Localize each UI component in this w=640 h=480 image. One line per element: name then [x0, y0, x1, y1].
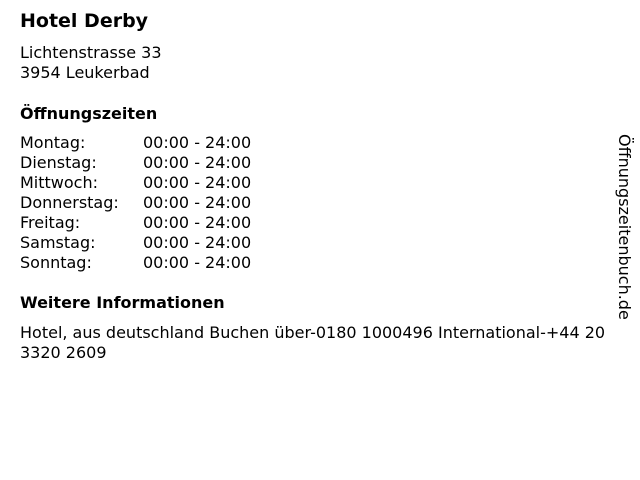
time-range: 00:00 - 24:00: [143, 133, 252, 152]
address: Lichtenstrasse 33 3954 Leukerbad: [20, 43, 162, 83]
hours-row-monday: Montag: 00:00 - 24:00: [20, 133, 251, 153]
time-range: 00:00 - 24:00: [143, 233, 252, 252]
hours-row-wednesday: Mittwoch: 00:00 - 24:00: [20, 173, 251, 193]
opening-hours-table: Montag: 00:00 - 24:00 Dienstag: 00:00 - 24…: [20, 133, 251, 273]
address-city: 3954 Leukerbad: [20, 63, 150, 82]
watermark-text: Öffnungszeitenbuch.de: [615, 134, 634, 320]
time-range: 00:00 - 24:00: [143, 213, 252, 232]
opening-hours-heading: Öffnungszeiten: [20, 104, 158, 123]
time-range: 00:00 - 24:00: [143, 153, 252, 172]
day-label: Donnerstag:: [20, 193, 119, 212]
day-label: Freitag:: [20, 213, 81, 232]
more-info-heading: Weitere Informationen: [20, 293, 225, 312]
day-label: Samstag:: [20, 233, 96, 252]
more-info-text: Hotel, aus deutschland Buchen über-0180 …: [20, 323, 606, 362]
day-label: Dienstag:: [20, 153, 97, 172]
day-label: Montag:: [20, 133, 86, 152]
time-range: 00:00 - 24:00: [143, 253, 252, 272]
day-label: Sonntag:: [20, 253, 92, 272]
hours-row-friday: Freitag: 00:00 - 24:00: [20, 213, 251, 233]
address-street: Lichtenstrasse 33: [20, 43, 162, 62]
hours-row-thursday: Donnerstag: 00:00 - 24:00: [20, 193, 251, 213]
hours-row-tuesday: Dienstag: 00:00 - 24:00: [20, 153, 251, 173]
hours-row-saturday: Samstag: 00:00 - 24:00: [20, 233, 251, 253]
day-label: Mittwoch:: [20, 173, 98, 192]
time-range: 00:00 - 24:00: [143, 193, 252, 212]
hours-row-sunday: Sonntag: 00:00 - 24:00: [20, 253, 251, 273]
hotel-name: Hotel Derby: [20, 10, 149, 32]
time-range: 00:00 - 24:00: [143, 173, 252, 192]
